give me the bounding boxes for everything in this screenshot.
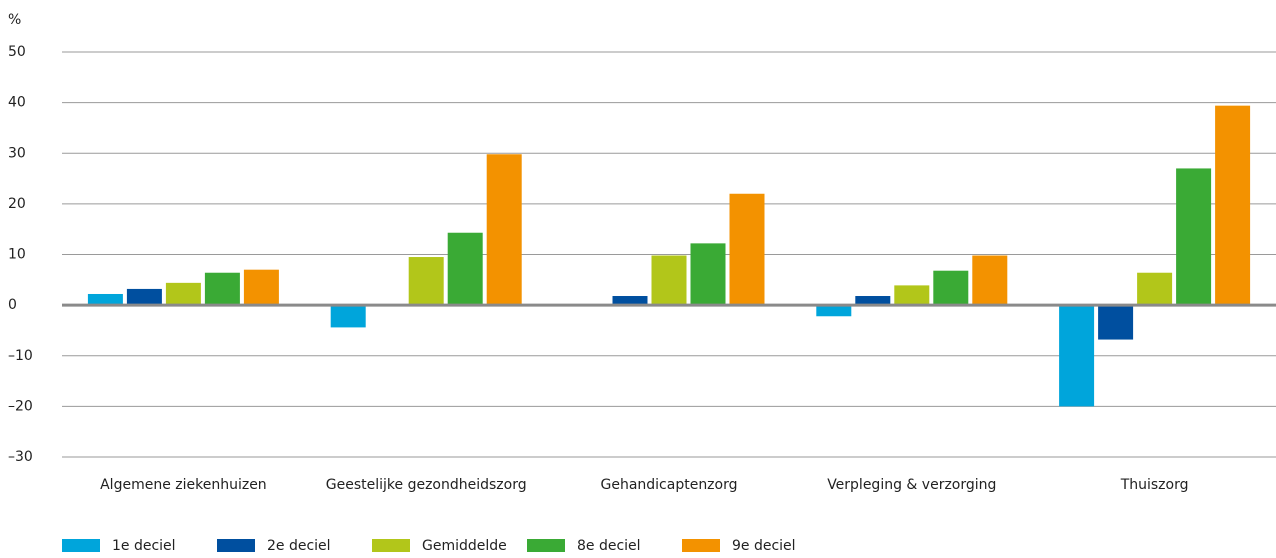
bar [447,232,483,306]
bar [204,272,240,306]
legend-swatch [217,539,255,552]
bar [1098,305,1134,340]
legend-swatch [527,539,565,552]
y-tick-label: 30 [8,145,26,161]
y-axis-label: % [8,12,21,28]
bar [933,270,969,306]
y-tick-label: 0 [8,297,17,313]
x-tick-label: Verpleging & verzorging [827,477,996,493]
legend-swatch [372,539,410,552]
y-tick-label: –10 [8,348,33,364]
bar [165,282,201,306]
bar [408,257,444,306]
y-tick-label: 40 [8,95,26,111]
bar [1215,105,1251,306]
bar [690,243,726,306]
legend-label: 9e deciel [732,538,796,554]
bar [729,193,765,306]
x-tick-label: Gehandicaptenzorg [600,477,737,493]
bar [855,296,891,306]
bar [972,255,1008,306]
y-tick-label: 20 [8,196,26,212]
bar [1176,168,1212,306]
x-tick-label: Thuiszorg [1120,477,1189,493]
bar [651,255,687,306]
bar [330,305,366,328]
y-tick-label: 50 [8,44,26,60]
bar [894,285,930,306]
legend-swatch [62,539,100,552]
legend-label: 1e deciel [112,538,176,554]
bar [486,154,522,306]
legend-label: 2e deciel [267,538,331,554]
bar [612,296,648,306]
bar [87,293,123,306]
y-tick-label: –20 [8,398,33,414]
x-tick-label: Geestelijke gezondheidszorg [326,477,527,493]
bar [126,288,162,306]
bar [816,305,852,317]
bar [1137,272,1173,306]
legend-swatch [682,539,720,552]
y-tick-label: –30 [8,449,33,465]
y-tick-label: 10 [8,247,26,263]
legend-label: 8e deciel [577,538,641,554]
legend-label: Gemiddelde [422,538,507,554]
x-tick-label: Algemene ziekenhuizen [100,477,267,493]
bar [1059,305,1095,407]
bar [243,269,279,306]
